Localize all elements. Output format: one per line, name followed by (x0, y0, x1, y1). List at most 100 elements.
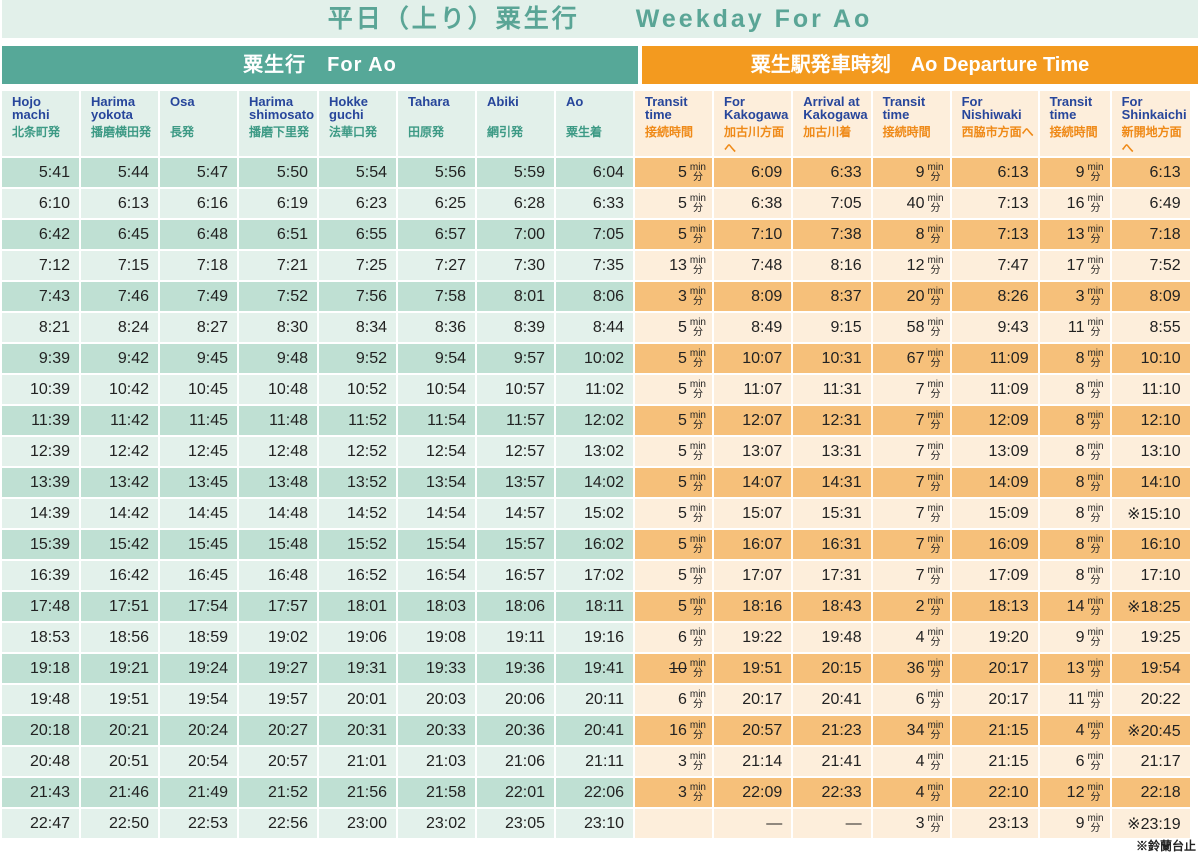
transit-minutes: 7 (915, 566, 925, 584)
min-unit: min 分 (689, 471, 706, 493)
transit-time-cell: 9 min 分 (1039, 623, 1110, 652)
min-unit: min 分 (927, 502, 944, 524)
transit-time-cell: 6 min 分 (872, 685, 950, 714)
time-cell: 9:42 (81, 344, 158, 373)
transit-time-cell: 2 min 分 (872, 592, 950, 621)
time-cell: 10:52 (319, 375, 396, 404)
transit-minutes: 20 (906, 287, 925, 305)
transit-minutes: 14 (1066, 597, 1085, 615)
min-label: min (927, 378, 944, 390)
min-unit: min 分 (690, 255, 706, 276)
transit-minutes: 5 (677, 566, 687, 584)
transit-minutes: 6 (915, 690, 925, 708)
min-label: min (689, 378, 706, 390)
kakogawa-departure-cell: 10:07 (714, 344, 792, 373)
time-cell: 21:11 (556, 747, 633, 776)
min-label: min (1087, 502, 1104, 514)
time-cell: 19:33 (398, 654, 475, 683)
fun-label: 分 (692, 729, 703, 741)
min-label: min (689, 285, 706, 297)
fun-label: 分 (930, 791, 941, 803)
shinkaichi-departure-cell: 21:17 (1111, 747, 1190, 776)
min-unit: min 分 (1087, 255, 1103, 276)
column-header: Abiki 網引発 (477, 91, 554, 156)
column-header-en: For Nishiwaki (961, 94, 1022, 122)
time-cell: 16:57 (477, 561, 554, 590)
kakogawa-arrival-cell: 12:31 (793, 406, 871, 435)
column-header-en: Arrival at Kakogawa (803, 94, 868, 122)
min-unit: min 分 (1087, 627, 1103, 648)
time-cell: 7:58 (398, 282, 475, 311)
min-unit: min 分 (1087, 441, 1103, 462)
time-cell: 13:57 (477, 468, 554, 497)
fun-label: 分 (692, 512, 703, 524)
min-unit: min 分 (690, 534, 706, 555)
transit-minutes: 3 (677, 783, 687, 801)
time-cell: 17:54 (160, 592, 237, 621)
column-header-jp: 北条町発 (12, 125, 61, 139)
time-cell: 10:45 (160, 375, 237, 404)
nishiwaki-departure-cell: 11:09 (951, 375, 1038, 404)
time-cell: 6:10 (2, 189, 79, 218)
fun-label: 分 (1090, 295, 1101, 307)
min-unit: min 分 (689, 285, 706, 307)
column-header: For Nishiwaki 西脇市方面へ (951, 91, 1038, 156)
kakogawa-arrival-cell: 8:16 (793, 251, 871, 280)
min-label: min (689, 316, 706, 328)
transit-minutes: 5 (677, 597, 687, 615)
column-header-en: Transit time (1049, 94, 1093, 122)
transit-time-cell: 7 min 分 (872, 499, 950, 528)
nishiwaki-departure-cell: 20:17 (951, 654, 1038, 683)
min-label: min (689, 595, 706, 607)
kakogawa-arrival-cell: 20:15 (793, 654, 871, 683)
min-label: min (1087, 316, 1104, 328)
column-header-jp: 接続時間 (882, 125, 931, 139)
min-label: min (689, 502, 706, 514)
time-cell: 20:36 (477, 716, 554, 745)
time-cell: 16:39 (2, 561, 79, 590)
fun-label: 分 (1090, 171, 1101, 183)
fun-label: 分 (1090, 636, 1101, 648)
time-cell: 5:44 (81, 158, 158, 187)
time-cell: 10:57 (477, 375, 554, 404)
fun-label: 分 (1090, 388, 1101, 400)
column-header-en: For Shinkaichi (1121, 94, 1187, 122)
nishiwaki-departure-cell: 21:15 (951, 716, 1038, 745)
time-cell: 14:02 (556, 468, 633, 497)
fun-label: 分 (692, 264, 703, 276)
min-label: min (927, 533, 944, 545)
time-cell: 5:59 (477, 158, 554, 187)
time-cell: 20:51 (81, 747, 158, 776)
transit-minutes: 3 (915, 814, 925, 832)
transit-time-cell: 9 min 分 (1039, 809, 1110, 838)
transit-minutes: 16 (669, 721, 687, 739)
min-label: min (927, 502, 944, 514)
time-cell: 14:39 (2, 499, 79, 528)
fun-label: 分 (1090, 202, 1101, 214)
min-label: min (927, 812, 944, 824)
time-cell: 11:52 (319, 406, 396, 435)
column-header-jp: 播磨下里発 (249, 125, 310, 139)
transit-time-cell: 8 min 分 (1039, 406, 1110, 435)
table-row: 6:42 6:45 6:48 6:51 6:55 6:57 7:00 7:05 5 min 分 7:1… (2, 220, 1190, 249)
kakogawa-arrival-cell: 8:37 (793, 282, 871, 311)
table-row: 10:39 10:42 10:45 10:48 10:52 10:54 10:57 11:02… (2, 375, 1190, 404)
min-unit: min 分 (690, 193, 706, 214)
transit-minutes: 5 (677, 504, 687, 522)
transit-time-cell: 58 min 分 (872, 313, 950, 342)
shinkaichi-departure-cell: 7:52 (1111, 251, 1190, 280)
transit-time-cell: 11 min 分 (1039, 685, 1110, 714)
column-header-jp: 網引発 (487, 125, 524, 139)
time-cell: 11:57 (477, 406, 554, 435)
transit-time-cell: 8 min 分 (1039, 530, 1110, 559)
time-cell: 17:57 (239, 592, 317, 621)
min-label: min (689, 781, 706, 793)
time-cell: 13:39 (2, 468, 79, 497)
fun-label: 分 (930, 388, 941, 400)
min-label: min (689, 471, 706, 483)
transit-minutes: 8 (1075, 535, 1085, 553)
transit-minutes: 34 (906, 721, 925, 739)
min-label: min (927, 471, 944, 483)
transit-minutes: 12 (906, 256, 925, 274)
time-cell: 20:33 (398, 716, 475, 745)
